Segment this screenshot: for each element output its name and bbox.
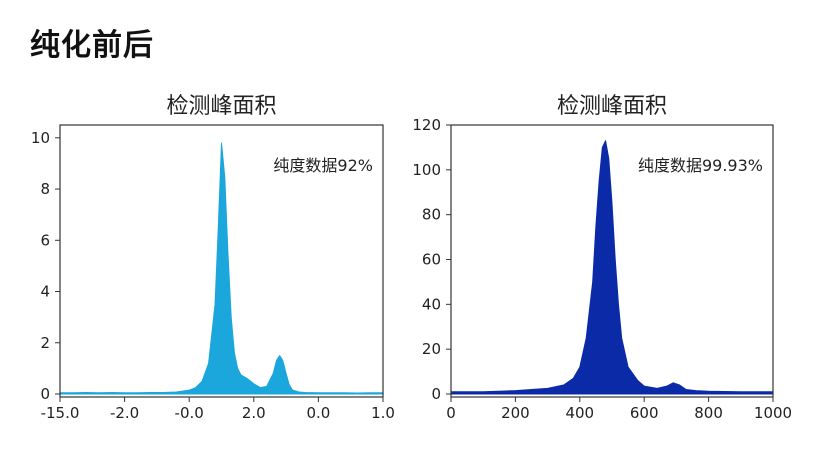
left-y-tick-label: 10	[31, 129, 50, 147]
left-chart: 检测峰面积 0 2 4 6 8 10 -15.0 -2.0 -0.0 2.0 0.0 1.0 纯度数据92…	[31, 94, 395, 422]
right-y-tick-label: 40	[422, 295, 441, 313]
left-y-tick-label: 2	[40, 334, 50, 352]
left-plot-frame	[59, 124, 384, 398]
right-annotation: 纯度数据99.93%	[638, 156, 763, 175]
right-y-tick-label: 100	[412, 161, 441, 179]
right-x-tick-label: 800	[694, 404, 723, 422]
right-x-tick-label: 0	[446, 404, 456, 422]
right-y-tick-label: 80	[422, 206, 441, 224]
right-y-tick-label: 60	[422, 251, 441, 269]
left-y-tick-label: 4	[40, 283, 50, 301]
left-x-tick-label: 0.0	[306, 404, 330, 422]
left-y-tick-label: 8	[40, 180, 50, 198]
left-y-tick-label: 0	[40, 385, 50, 403]
left-chart-title: 检测峰面积	[166, 94, 276, 119]
left-x-tick-label: -15.0	[41, 404, 80, 422]
left-y-tick-label: 6	[40, 231, 50, 249]
left-x-tick-label: -0.0	[175, 404, 204, 422]
left-x-tick-label: 2.0	[242, 404, 266, 422]
right-y-tick-label: 0	[431, 385, 441, 403]
right-chart-title: 检测峰面积	[557, 94, 667, 119]
left-x-tick-label: 1.0	[371, 404, 395, 422]
right-plot-frame	[450, 124, 774, 398]
left-annotation: 纯度数据92%	[273, 156, 373, 175]
right-x-tick-label: 1000	[754, 404, 792, 422]
right-y-tick-label: 120	[412, 116, 441, 134]
right-x-tick-label: 200	[501, 404, 530, 422]
right-y-tick-label: 20	[422, 340, 441, 358]
right-x-tick-label: 600	[630, 404, 659, 422]
left-x-tick-label: -2.0	[110, 404, 139, 422]
right-series-area	[450, 140, 774, 395]
right-x-tick-label: 400	[565, 404, 594, 422]
page-title: 纯化前后	[30, 28, 154, 63]
left-series-area	[59, 142, 384, 395]
